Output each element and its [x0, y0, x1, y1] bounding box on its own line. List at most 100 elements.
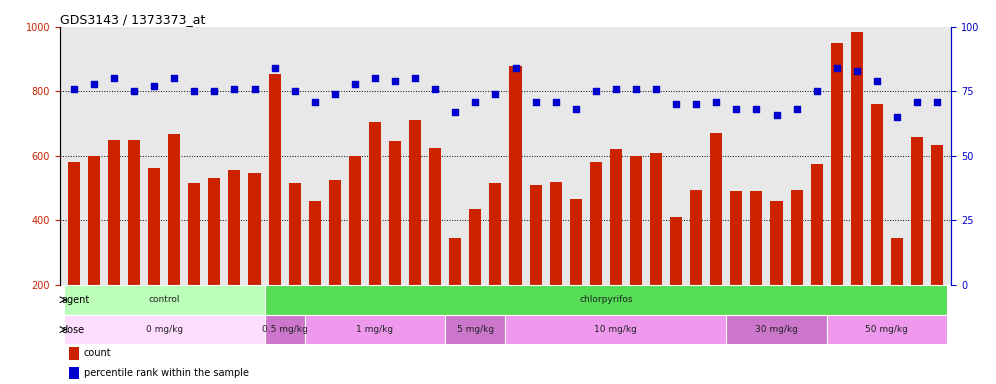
Text: GDS3143 / 1373373_at: GDS3143 / 1373373_at [60, 13, 205, 26]
Bar [911, 137, 923, 285]
Point [588, 88, 604, 94]
Bar [188, 183, 200, 285]
Text: 0.5 mg/kg: 0.5 mg/kg [262, 325, 308, 334]
Point [186, 88, 202, 94]
Bar [248, 173, 261, 285]
Point [226, 86, 242, 92]
Point [769, 111, 785, 118]
Bar [265, 314, 305, 344]
Bar [690, 190, 702, 285]
Bar [168, 134, 180, 285]
Bar [931, 145, 943, 285]
Text: control: control [148, 295, 180, 304]
Bar [811, 164, 823, 285]
Bar [871, 104, 882, 285]
Text: 50 mg/kg: 50 mg/kg [866, 325, 908, 334]
Point [508, 65, 524, 71]
Bar [309, 201, 321, 285]
Bar [128, 141, 140, 285]
Point [728, 106, 744, 113]
Bar [64, 285, 265, 314]
Point [467, 99, 483, 105]
Point [748, 106, 764, 113]
Text: dose: dose [62, 324, 85, 334]
Point [247, 86, 263, 92]
Bar [305, 314, 445, 344]
Point [86, 81, 102, 87]
Point [287, 88, 303, 94]
Bar [750, 191, 763, 285]
Point [126, 88, 142, 94]
Bar [730, 191, 742, 285]
Point [889, 114, 905, 120]
Point [66, 86, 82, 92]
Bar [265, 285, 947, 314]
Point [367, 75, 382, 81]
Bar [505, 314, 726, 344]
Text: 30 mg/kg: 30 mg/kg [755, 325, 798, 334]
Point [648, 86, 664, 92]
Bar [148, 168, 160, 285]
Bar [108, 141, 120, 285]
Bar [289, 183, 301, 285]
Text: agent: agent [62, 295, 90, 305]
Bar [64, 314, 265, 344]
Point [447, 109, 463, 115]
Bar [469, 209, 481, 285]
Point [106, 75, 122, 81]
Bar [891, 238, 903, 285]
Text: 5 mg/kg: 5 mg/kg [457, 325, 494, 334]
Bar [710, 133, 722, 285]
Bar [650, 153, 662, 285]
Point [708, 99, 724, 105]
Bar [726, 314, 827, 344]
Bar [489, 183, 501, 285]
Point [909, 99, 925, 105]
Point [568, 106, 584, 113]
Point [929, 99, 945, 105]
Bar [851, 32, 863, 285]
Bar [831, 43, 843, 285]
Text: 1 mg/kg: 1 mg/kg [357, 325, 393, 334]
Point [146, 83, 162, 89]
Point [407, 75, 423, 81]
Bar [449, 238, 461, 285]
Bar [409, 121, 421, 285]
Bar [827, 314, 947, 344]
Text: chlorpyrifos: chlorpyrifos [579, 295, 632, 304]
Point [548, 99, 564, 105]
Bar [670, 217, 682, 285]
Point [608, 86, 623, 92]
Bar [445, 314, 505, 344]
Point [166, 75, 182, 81]
Bar [530, 185, 542, 285]
Point [628, 86, 644, 92]
Point [849, 68, 865, 74]
Bar [208, 179, 220, 285]
Text: count: count [84, 348, 112, 358]
Point [528, 99, 544, 105]
Bar [269, 74, 281, 285]
Bar [791, 190, 803, 285]
Bar [69, 367, 80, 379]
Point [869, 78, 884, 84]
Point [487, 91, 503, 97]
Text: 0 mg/kg: 0 mg/kg [145, 325, 182, 334]
Point [688, 101, 704, 108]
Point [427, 86, 443, 92]
Point [668, 101, 684, 108]
Bar [389, 141, 401, 285]
Bar [68, 162, 80, 285]
Bar [510, 66, 522, 285]
Point [809, 88, 825, 94]
Point [206, 88, 222, 94]
Point [829, 65, 845, 71]
Point [347, 81, 363, 87]
Bar [429, 148, 441, 285]
Bar [329, 180, 341, 285]
Bar [69, 347, 80, 360]
Bar [369, 122, 381, 285]
Text: percentile rank within the sample: percentile rank within the sample [84, 368, 249, 378]
Point [267, 65, 283, 71]
Bar [550, 182, 562, 285]
